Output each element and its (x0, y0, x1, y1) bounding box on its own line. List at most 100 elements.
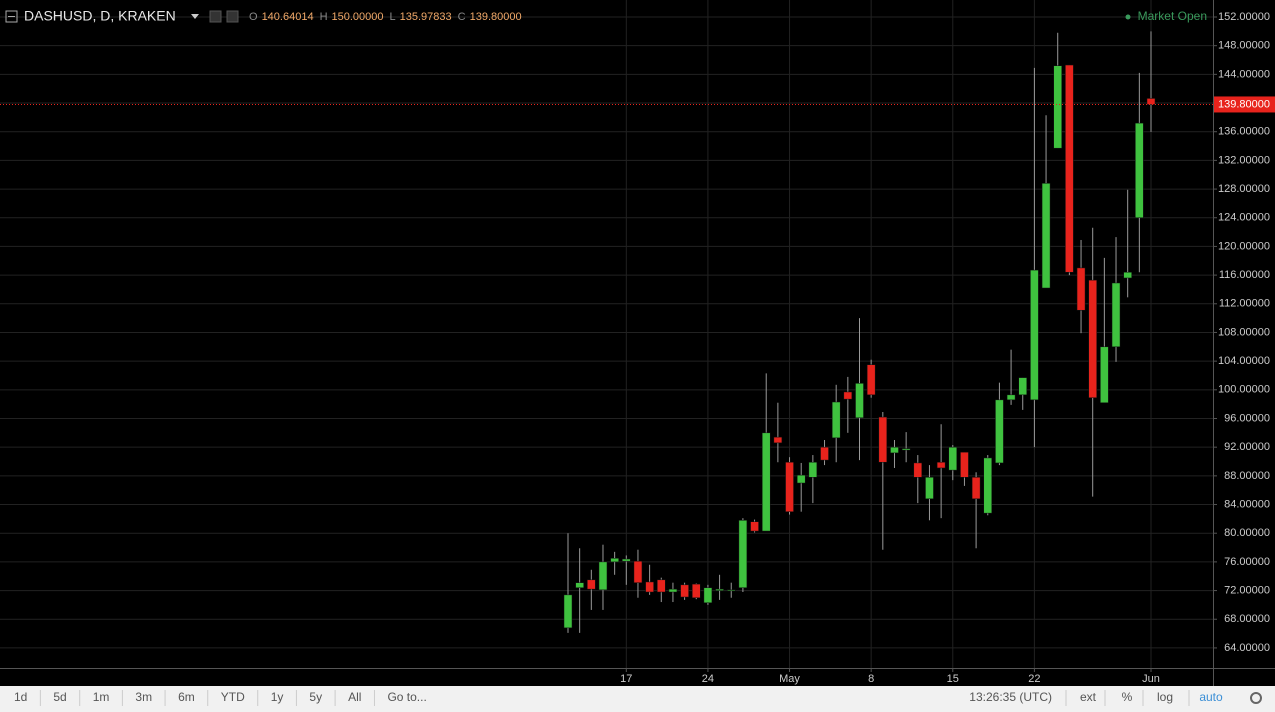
candle-body (901, 448, 911, 451)
candle-body (587, 579, 596, 590)
candle-body (1018, 377, 1027, 396)
y-tick-label: 144.00000 (1218, 68, 1270, 80)
y-tick-label: 88.00000 (1224, 470, 1270, 482)
option-button[interactable]: auto (1199, 690, 1223, 704)
y-tick-label: 68.00000 (1224, 613, 1270, 625)
last-price-box (1214, 96, 1275, 113)
candle-body (598, 561, 608, 591)
y-tick-label: 96.00000 (1224, 412, 1270, 424)
candle-body (680, 584, 689, 598)
candle-body (878, 416, 888, 463)
candle-body (622, 558, 631, 562)
candle-body (843, 391, 853, 400)
collapse-button[interactable] (5, 10, 18, 23)
y-tick-label: 152.00000 (1218, 11, 1270, 23)
candle-body (1030, 269, 1039, 401)
y-tick-label: 84.00000 (1224, 498, 1270, 510)
candle-body (785, 461, 794, 512)
range-button[interactable]: 1d (14, 690, 27, 704)
candle-body (796, 474, 806, 484)
x-tick-label: 22 (1028, 673, 1040, 685)
range-button[interactable]: All (348, 690, 361, 704)
y-tick-label: 100.00000 (1218, 384, 1270, 396)
candle-body (668, 588, 678, 593)
symbol[interactable]: DASHUSD, D, KRAKEN (24, 8, 176, 24)
candle-body (1076, 267, 1086, 311)
candle-body (715, 588, 724, 591)
y-tick-label: 104.00000 (1218, 355, 1270, 367)
time: 13:26:35 (UTC) (969, 690, 1052, 704)
candle-body (808, 461, 818, 478)
market-status: Market Open (1138, 9, 1207, 23)
option-button[interactable]: ext (1080, 690, 1097, 704)
candle-body (575, 582, 584, 588)
candle-body (913, 462, 923, 478)
y-tick-label: 64.00000 (1224, 642, 1270, 654)
toolbar (0, 686, 1275, 712)
ohlc-value: 135.97833 (400, 11, 452, 23)
axes: 64.00000 68.00000 72.00000 76.00000 80.00000… (0, 11, 1275, 685)
candle-body (890, 446, 899, 454)
settings-gear[interactable] (1250, 692, 1262, 704)
candle-body (726, 589, 736, 592)
y-tick-label: 148.00000 (1218, 40, 1270, 52)
y-tick-label: 132.00000 (1218, 154, 1270, 166)
candles (563, 31, 1156, 633)
candle-body (1053, 65, 1062, 149)
x-tick-label: 15 (947, 673, 959, 685)
range-button[interactable]: 5y (309, 690, 322, 704)
candle-body (610, 558, 619, 563)
range-button[interactable]: 5d (53, 690, 66, 704)
range-button[interactable]: 1y (271, 690, 284, 704)
ohlc-key: L (390, 11, 396, 23)
ohlc-key: C (458, 11, 466, 23)
settings-button[interactable] (209, 10, 222, 23)
candle-body (855, 383, 864, 419)
y-tick-label: 120.00000 (1218, 240, 1270, 252)
candle-body (563, 594, 573, 629)
y-tick-label: 92.00000 (1224, 441, 1270, 453)
ohlc-legend: O 140.64014 H 150.00000 L 135.97833 C 139.80000 (249, 11, 522, 23)
option-button[interactable]: % (1122, 690, 1133, 704)
x-tick-label: May (779, 673, 800, 685)
range-button[interactable]: YTD (221, 690, 245, 704)
candle-body (657, 579, 666, 593)
candle-body (1006, 394, 1016, 401)
range-button[interactable]: 6m (178, 690, 195, 704)
candle-body (692, 583, 701, 598)
candle-body (995, 399, 1004, 464)
ohlc-value: 139.80000 (470, 11, 522, 23)
remove-button[interactable] (226, 10, 239, 23)
candle-body (1135, 122, 1144, 218)
candle-body (1111, 282, 1121, 348)
goto-button[interactable]: Go to... (387, 690, 426, 704)
range-button[interactable]: 3m (135, 690, 152, 704)
candle-body (633, 560, 643, 583)
candle-body (761, 432, 771, 532)
y-tick-label: 112.00000 (1219, 298, 1270, 310)
y-tick-label: 136.00000 (1218, 126, 1270, 138)
range-button[interactable]: 1m (93, 690, 110, 704)
y-tick-label: 124.00000 (1218, 212, 1270, 224)
candle-body (831, 401, 841, 439)
x-tick-label: 17 (620, 673, 632, 685)
ohlc-key: H (320, 11, 328, 23)
candle-body (1065, 64, 1074, 273)
y-tick-label: 72.00000 (1224, 584, 1270, 596)
y-tick-label: 80.00000 (1224, 527, 1270, 539)
option-button[interactable]: log (1157, 690, 1173, 704)
last-price-label: 139.80000 (1218, 98, 1270, 110)
symbol-dropdown[interactable] (191, 14, 199, 19)
candle-body (645, 581, 654, 593)
candle-body (750, 521, 759, 532)
candle-body (1041, 183, 1051, 289)
candle-body (1088, 279, 1097, 398)
candle-body (1123, 271, 1132, 279)
y-tick-label: 108.00000 (1218, 326, 1270, 338)
candle-body (1100, 346, 1109, 403)
candle-body (820, 446, 829, 461)
x-tick-label: Jun (1142, 673, 1160, 685)
status-dot (1125, 14, 1131, 20)
